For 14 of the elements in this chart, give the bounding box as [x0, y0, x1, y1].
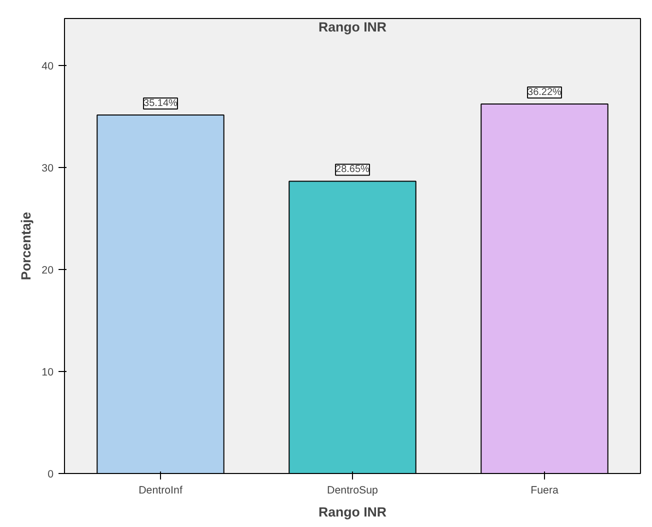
data-label: 28.65% [336, 164, 370, 176]
chart-title: Rango INR [318, 20, 387, 34]
x-tick-label: DentroSup [327, 484, 378, 496]
y-axis-title: Porcentaje [18, 212, 34, 280]
data-label: 35.14% [144, 98, 178, 110]
x-tick-label: Fuera [530, 484, 558, 496]
data-label: 36.22% [528, 86, 562, 98]
y-tick-label: 30 [42, 162, 54, 174]
x-tick-label: DentroInf [138, 484, 182, 496]
y-tick-label: 40 [42, 60, 54, 72]
x-axis-title: Rango INR [318, 504, 387, 520]
y-tick-label: 0 [48, 468, 54, 480]
y-tick-label: 10 [42, 366, 54, 378]
y-tick-label: 20 [42, 264, 54, 276]
